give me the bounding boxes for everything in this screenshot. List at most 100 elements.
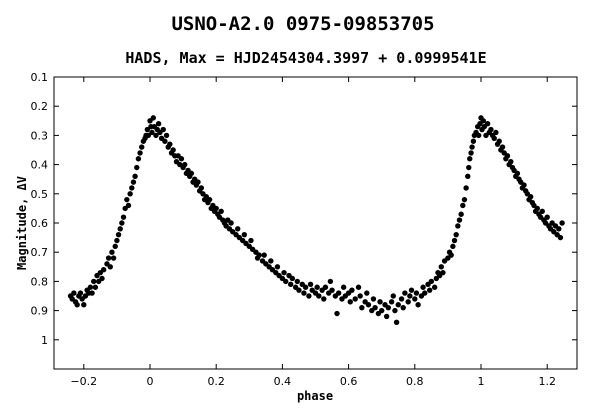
data-point [81, 302, 87, 308]
data-point [539, 208, 545, 215]
data-point [170, 147, 176, 153]
data-point [420, 284, 426, 290]
data-point [463, 185, 469, 191]
data-point [440, 269, 446, 276]
data-point [256, 252, 262, 258]
data-point [119, 220, 125, 226]
data-point [206, 196, 213, 203]
data-point [115, 231, 122, 238]
data-point [321, 296, 327, 302]
data-point [334, 310, 340, 317]
data-point [248, 237, 254, 244]
data-point [294, 278, 300, 285]
x-tick-label: 0 [146, 375, 153, 388]
data-point [112, 243, 118, 250]
y-tick-label: 0.1 [31, 71, 49, 84]
x-tick-label: 0.6 [340, 375, 358, 388]
data-point [460, 202, 466, 209]
data-point [412, 296, 418, 302]
data-point [120, 214, 127, 220]
data-point [110, 255, 117, 261]
data-point [355, 284, 362, 290]
data-point [306, 293, 312, 299]
y-tick-label: 0.6 [31, 217, 49, 230]
data-point [92, 284, 99, 290]
y-tick-label: 0.5 [31, 188, 49, 201]
data-point [153, 132, 159, 139]
data-point [77, 290, 84, 296]
data-point [504, 153, 511, 159]
data-point [100, 267, 107, 273]
data-points [67, 115, 565, 325]
data-point [289, 275, 296, 282]
data-point [395, 302, 401, 308]
data-point [124, 196, 130, 203]
data-point [198, 185, 205, 191]
data-point [453, 231, 459, 238]
data-point [322, 284, 329, 290]
data-point [314, 284, 320, 290]
x-tick-labels: −0.2 0 0.2 0.4 0.6 0.8 1 1.2 [70, 375, 556, 388]
data-point [461, 196, 468, 203]
y-tick-labels: 0.1 0.2 0.3 0.4 0.5 0.6 0.7 0.8 0.9 1 [31, 71, 49, 347]
x-tick-label: −0.2 [70, 375, 97, 388]
data-point [329, 287, 335, 293]
data-point [455, 223, 461, 229]
y-tick-label: 1 [41, 334, 48, 347]
data-point [261, 252, 267, 258]
x-tick-label: 0.4 [274, 375, 292, 388]
data-point [438, 264, 444, 270]
data-point [268, 258, 274, 264]
y-tick-label: 0.9 [31, 305, 49, 318]
data-point [484, 121, 491, 127]
data-point [377, 299, 383, 305]
data-point [527, 194, 534, 200]
data-point [393, 319, 400, 325]
data-point [357, 293, 363, 299]
data-point [307, 281, 314, 288]
data-point [521, 182, 527, 188]
data-point [407, 293, 413, 299]
y-tick-label: 0.7 [31, 246, 49, 259]
data-point [392, 307, 398, 314]
data-point [107, 264, 113, 270]
data-point [71, 290, 77, 296]
data-point [178, 156, 185, 162]
data-point [150, 115, 157, 121]
data-point [388, 299, 395, 305]
y-axis-label: Magnitude, ΔV [15, 176, 29, 270]
data-point [480, 118, 487, 124]
x-tick-label: 0.8 [406, 375, 424, 388]
data-point [400, 304, 406, 311]
data-point [450, 243, 456, 250]
data-point [544, 214, 550, 220]
data-point [493, 129, 499, 136]
data-point [431, 284, 438, 290]
data-point [135, 156, 142, 162]
y-tick-label: 0.2 [31, 100, 49, 113]
data-point [415, 302, 421, 308]
data-point [218, 208, 224, 215]
data-point [469, 144, 475, 150]
data-point [162, 138, 168, 144]
data-point [145, 132, 152, 139]
chart-subtitle: HADS, Max = HJD2454304.3997 + 0.0999541E [125, 49, 486, 67]
x-axis-label: phase [297, 389, 333, 403]
data-point [413, 290, 420, 296]
data-point [451, 237, 458, 244]
data-point [114, 237, 120, 244]
data-point [559, 220, 565, 226]
data-point [130, 179, 137, 185]
data-point [235, 226, 241, 232]
data-point [379, 307, 385, 314]
data-point [426, 287, 433, 293]
data-point [228, 220, 234, 226]
data-point [87, 284, 94, 290]
data-point [340, 284, 347, 290]
data-point [144, 126, 151, 133]
data-point [213, 205, 219, 212]
data-point [556, 226, 562, 232]
data-point [134, 164, 140, 171]
data-point [405, 299, 411, 305]
data-point [491, 135, 497, 142]
